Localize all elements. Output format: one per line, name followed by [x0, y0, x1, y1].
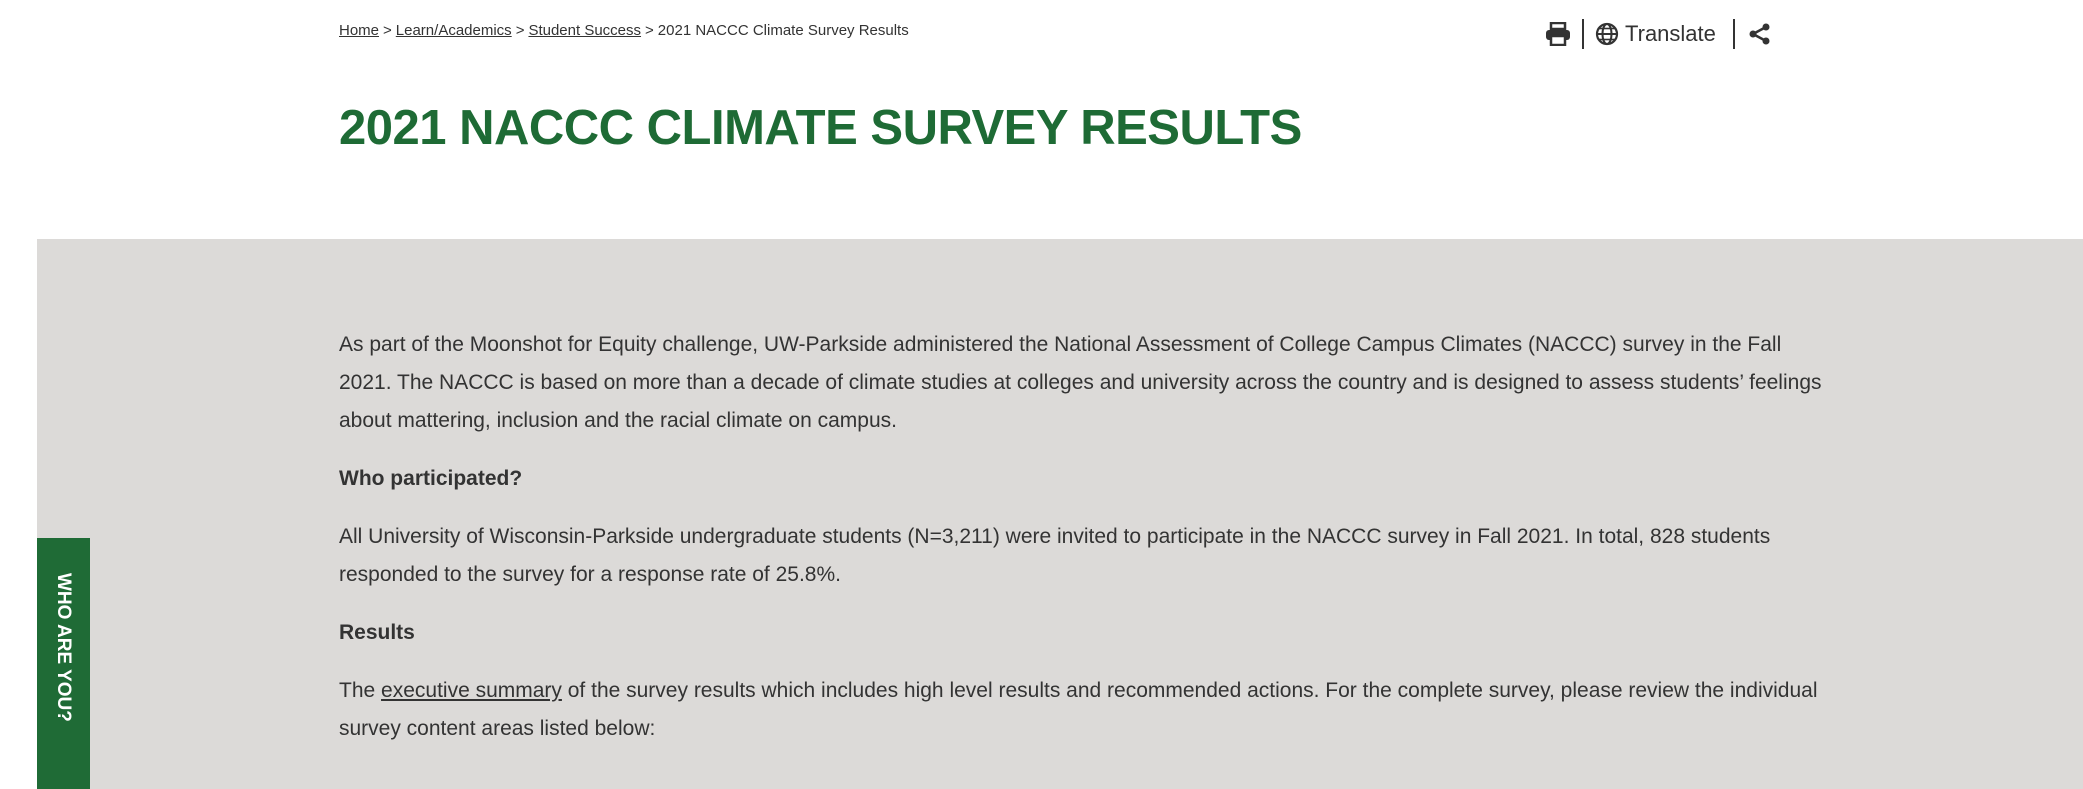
- section-heading: Results: [339, 614, 1829, 652]
- content: As part of the Moonshot for Equity chall…: [339, 326, 1829, 768]
- page: Home>Learn/Academics>Student Success>202…: [0, 0, 2083, 789]
- breadcrumb-separator: >: [516, 22, 525, 39]
- side-tab[interactable]: WHO ARE YOU?: [37, 538, 90, 789]
- paragraph: The executive summary of the survey resu…: [339, 672, 1829, 748]
- breadcrumb-separator: >: [383, 22, 392, 39]
- page-title: 2021 NACCC CLIMATE SURVEY RESULTS: [339, 100, 1302, 156]
- breadcrumb: Home>Learn/Academics>Student Success>202…: [339, 22, 909, 39]
- breadcrumb-link[interactable]: Learn/Academics: [396, 22, 512, 39]
- breadcrumb-link[interactable]: Home: [339, 22, 379, 39]
- section-heading: Who participated?: [339, 460, 1829, 498]
- divider: [1571, 16, 1595, 52]
- text: The: [339, 679, 381, 702]
- executive-summary-link[interactable]: executive summary: [381, 679, 562, 702]
- breadcrumb-separator: >: [645, 22, 654, 39]
- print-icon[interactable]: [1545, 22, 1571, 46]
- share-icon[interactable]: [1748, 22, 1772, 46]
- toolbar: Translate: [1545, 14, 1772, 54]
- breadcrumb-current: 2021 NACCC Climate Survey Results: [658, 22, 909, 39]
- paragraph: All University of Wisconsin-Parkside und…: [339, 518, 1829, 594]
- divider: [1716, 16, 1748, 52]
- intro-paragraph: As part of the Moonshot for Equity chall…: [339, 326, 1829, 440]
- side-tab-label: WHO ARE YOU?: [37, 573, 90, 722]
- globe-icon: [1595, 22, 1619, 46]
- breadcrumb-link[interactable]: Student Success: [528, 22, 641, 39]
- translate-button[interactable]: Translate: [1625, 21, 1716, 47]
